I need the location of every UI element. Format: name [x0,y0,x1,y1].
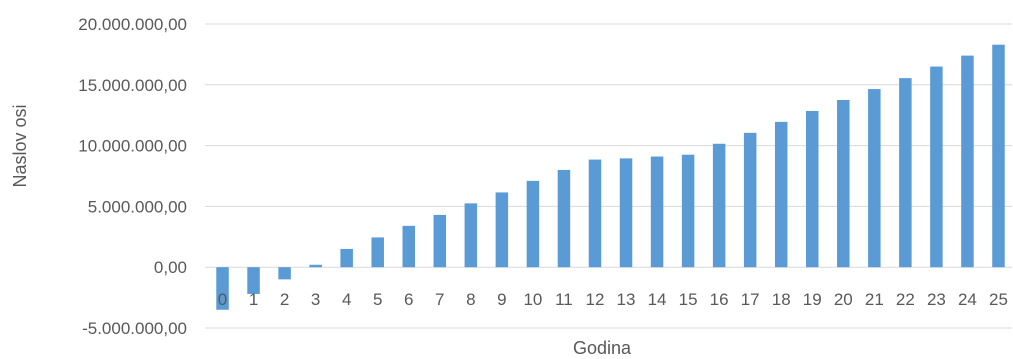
x-category-label: 8 [466,290,475,309]
x-category-label: 7 [435,290,444,309]
x-category-label: 16 [710,290,729,309]
bar-year-10 [526,180,540,268]
x-category-label: 20 [834,290,853,309]
x-category-label: 6 [404,290,413,309]
x-category-label: 13 [617,290,636,309]
bar-year-19 [806,110,819,268]
x-category-label: 3 [311,290,320,309]
bar-year-8 [464,203,478,268]
bar-year-14 [650,156,664,268]
bar-year-22 [899,78,912,268]
bar-year-17 [743,132,757,268]
y-tick-label: 15.000.000,00 [78,76,187,95]
x-axis-title: Godina [573,338,632,358]
x-category-label: 19 [803,290,822,309]
x-category-label: 14 [648,290,667,309]
x-category-label: 4 [342,290,351,309]
bar-year-18 [774,121,788,268]
x-category-label: 5 [373,290,382,309]
y-tick-label: -5.000.000,00 [82,319,187,338]
bars [216,44,1005,310]
x-category-label: 1 [249,290,258,309]
y-tick-label: 5.000.000,00 [88,197,187,216]
x-category-label: 21 [865,290,884,309]
bar-year-25 [992,44,1005,268]
bar-year-0 [216,267,229,310]
x-category-label: 10 [523,290,542,309]
x-category-label: 0 [218,290,227,309]
bar-year-5 [371,237,384,268]
bar-year-23 [930,66,943,268]
bar-year-16 [712,143,726,268]
y-axis-tick-labels: -5.000.000,00 0,00 5.000.000,00 10.000.000,… [78,15,187,338]
y-tick-label: 20.000.000,00 [78,15,187,34]
x-category-label: 25 [989,290,1008,309]
bar-year-6 [402,225,415,268]
bar-year-13 [619,158,633,268]
x-category-label: 23 [927,290,946,309]
bar-year-12 [588,159,602,268]
bar-year-15 [681,154,695,268]
bar-year-7 [433,214,447,268]
bar-year-11 [557,169,571,268]
x-category-label: 24 [958,290,977,309]
x-axis-category-labels: 0 1 2 3 4 5 6 7 8 9 10 11 12 13 14 15 16 17 18 19 20 21 22 23 24… [218,290,1008,309]
bar-year-24 [961,55,974,268]
bar-year-9 [495,192,509,268]
bar-year-1 [247,267,260,294]
x-category-label: 18 [772,290,791,309]
x-category-label: 11 [555,290,573,309]
bar-year-20 [837,100,850,268]
x-category-label: 2 [280,290,289,309]
y-axis-title: Naslov osi [10,104,30,187]
bar-year-3 [309,264,322,268]
bar-year-2 [278,267,291,280]
gridlines [205,23,1012,329]
x-category-label: 15 [679,290,698,309]
y-tick-label: 10.000.000,00 [78,137,187,156]
x-category-label: 9 [497,290,506,309]
bar-year-21 [868,89,881,268]
x-category-label: 17 [741,290,760,309]
x-category-label: 12 [586,290,605,309]
x-category-label: 22 [896,290,915,309]
y-tick-label: 0,00 [154,258,187,277]
bar-year-4 [340,248,353,268]
